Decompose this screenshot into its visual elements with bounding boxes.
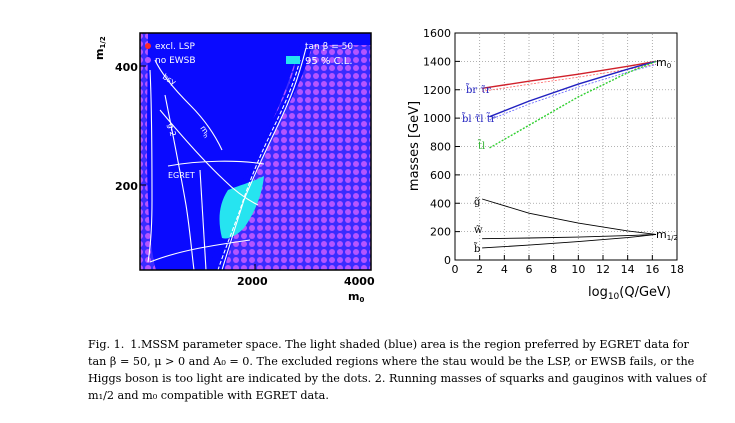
x-tick-label: 2 bbox=[476, 263, 483, 276]
legend-cl: 95 % C.L. bbox=[305, 56, 353, 67]
x-tick-label: 8 bbox=[550, 263, 557, 276]
series-label-g: g̃ bbox=[474, 197, 481, 208]
series-line-0 bbox=[482, 60, 657, 90]
series-label-b: b̃ bbox=[473, 242, 480, 255]
running-masses-chart: 0 2 4 6 8 10 12 14 16 18 0 200 400 600 800 1000 1200 1400… bbox=[407, 27, 684, 302]
legend-excl-lsp: excl. LSP bbox=[155, 42, 195, 52]
legend-tanb: tan β = 50 bbox=[305, 42, 353, 52]
g2-curve-label: g-2 bbox=[166, 123, 178, 138]
legend-no-ewsb: no EWSB bbox=[155, 56, 196, 66]
y-tick-label: 1600 bbox=[423, 27, 451, 40]
series-line-0-b bbox=[482, 63, 657, 92]
y-tick-label: 1000 bbox=[423, 112, 451, 125]
x-tick-label: 10 bbox=[571, 263, 585, 276]
x-tick-label: 0 bbox=[452, 263, 459, 276]
parameter-space-plot: bsγ g-2 mh EGRET excl. LSP no EWSB tan β… bbox=[93, 32, 375, 304]
y-tick-label: 400 bbox=[430, 197, 451, 210]
series-label-bl: b̃l τ̃l t̃r bbox=[461, 112, 496, 125]
y-tick-label: 800 bbox=[430, 141, 451, 154]
y-tick-label: 200 bbox=[430, 226, 451, 239]
x-tick-label: 4 bbox=[501, 263, 508, 276]
y-tick-label: 1400 bbox=[423, 55, 451, 68]
series-line-1-b bbox=[489, 63, 657, 121]
y-tick-400: 400 bbox=[115, 61, 138, 74]
x-axis-label: m0 bbox=[348, 290, 364, 304]
x-tick-label: 16 bbox=[645, 263, 659, 276]
caption-text: 1.MSSM parameter space. The light shaded… bbox=[88, 338, 707, 402]
x-tick-4000: 4000 bbox=[344, 275, 375, 288]
y-tick-label: 600 bbox=[430, 169, 451, 182]
end-label-m12: m1/2 bbox=[656, 228, 678, 242]
chart-grid bbox=[454, 32, 678, 261]
y-tick-label: 1200 bbox=[423, 84, 451, 97]
series-label-w: w̃ bbox=[474, 225, 483, 236]
x-tick-label: 12 bbox=[596, 263, 610, 276]
series-line-3 bbox=[482, 198, 657, 235]
egret-curve-label: EGRET bbox=[168, 171, 195, 180]
series-labels: b̃r τ̃r b̃l τ̃l t̃r t̃l g̃ w̃ b̃ bbox=[461, 83, 496, 255]
y-axis-label: m1/2 bbox=[93, 36, 107, 60]
series-line-2 bbox=[489, 60, 657, 149]
x-tick-label: 6 bbox=[526, 263, 533, 276]
end-label-m0: m0 bbox=[656, 56, 671, 70]
series-line-5 bbox=[482, 234, 657, 249]
y-tick-200: 200 bbox=[115, 180, 138, 193]
left-legend: excl. LSP no EWSB tan β = 50 95 % C.L. bbox=[145, 42, 353, 67]
figure: bsγ g-2 mh EGRET excl. LSP no EWSB tan β… bbox=[93, 27, 684, 304]
figure-caption: Fig. 1. 1.MSSM parameter space. The light… bbox=[88, 336, 708, 404]
series-label-br: b̃r τ̃r bbox=[465, 83, 491, 96]
x-tick-label: 14 bbox=[621, 263, 635, 276]
allowed-region-strip bbox=[206, 33, 371, 270]
x-tick-2000: 2000 bbox=[237, 275, 268, 288]
exclusion-curves bbox=[147, 47, 307, 270]
mh-curve-label: mh bbox=[197, 124, 213, 140]
series-line-1 bbox=[489, 60, 657, 118]
series-line-4 bbox=[482, 234, 657, 240]
chart-y-label: masses [GeV] bbox=[407, 101, 422, 191]
x-tick-label: 18 bbox=[670, 263, 684, 276]
series-label-tl: t̃l bbox=[477, 139, 485, 152]
chart-x-label: log10(Q/GeV) bbox=[588, 285, 671, 302]
caption-label: Fig. 1. bbox=[88, 338, 125, 351]
y-tick-label: 0 bbox=[444, 254, 451, 267]
